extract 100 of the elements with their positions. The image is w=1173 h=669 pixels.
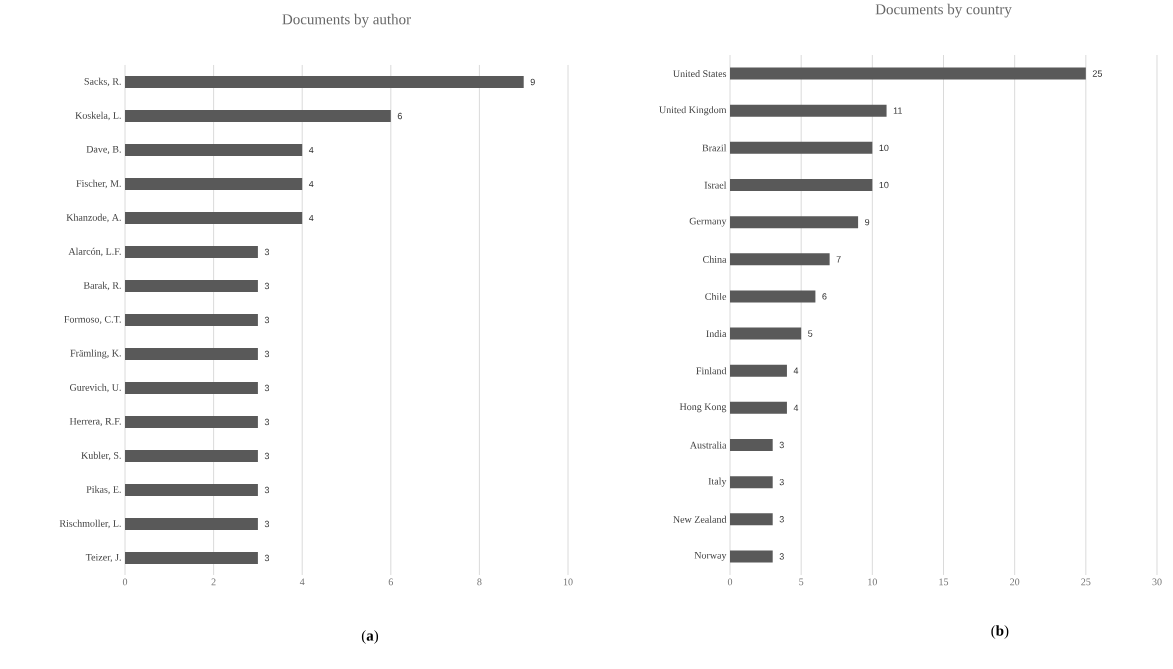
y-tick-label: China xyxy=(702,255,727,263)
y-tick-label: Barak, R. xyxy=(83,281,121,291)
data-label: 4 xyxy=(793,404,799,411)
bar xyxy=(730,179,873,191)
chart-title: Documents by country xyxy=(875,3,1012,18)
y-tick-label: Formoso, C.T. xyxy=(64,315,121,325)
bar xyxy=(125,382,258,394)
bar xyxy=(730,141,873,154)
bar xyxy=(125,517,258,530)
data-label: 10 xyxy=(879,144,889,152)
bar xyxy=(125,246,258,258)
y-tick-label: Khanzode, A. xyxy=(66,213,121,223)
y-tick-label: Chile xyxy=(705,292,727,300)
data-label: 3 xyxy=(779,553,784,560)
y-tick-label: Brazil xyxy=(702,144,727,152)
y-tick-label: Finland xyxy=(696,367,727,375)
bar xyxy=(125,415,258,428)
data-label: 10 xyxy=(879,181,889,189)
data-label: 3 xyxy=(779,441,784,449)
bar xyxy=(125,450,258,462)
y-tick-label: Främling, K. xyxy=(70,349,121,359)
x-tick-label: 4 xyxy=(299,578,305,586)
data-label: 3 xyxy=(264,554,270,562)
data-label: 3 xyxy=(264,384,270,392)
text: (b) xyxy=(991,625,1009,639)
data-label: 3 xyxy=(264,316,270,324)
y-tick-label: Australia xyxy=(689,441,727,449)
x-tick-label: 2 xyxy=(211,578,216,586)
data-label: 3 xyxy=(264,350,270,358)
data-label: 3 xyxy=(264,418,270,426)
y-tick-label: Italy xyxy=(708,477,727,487)
bar xyxy=(730,550,773,563)
bar xyxy=(125,76,524,88)
bar xyxy=(730,327,802,340)
bar xyxy=(730,253,830,266)
y-tick-label: India xyxy=(706,330,727,338)
y-tick-label: United Kingdom xyxy=(659,106,727,116)
bar xyxy=(730,67,1086,80)
x-tick-label: 8 xyxy=(477,578,482,586)
bar xyxy=(730,401,787,414)
bar xyxy=(730,104,887,117)
x-tick-label: 30 xyxy=(1152,578,1162,586)
bar xyxy=(125,212,303,224)
bar xyxy=(125,280,258,292)
bar xyxy=(125,144,303,156)
y-tick-label: Pikas, E. xyxy=(86,485,121,495)
data-label: 4 xyxy=(308,146,314,154)
data-label: 7 xyxy=(836,256,841,263)
data-label: 25 xyxy=(1092,70,1102,77)
y-tick-label: Israel xyxy=(704,181,727,189)
y-tick-label: Hong Kong xyxy=(679,403,727,413)
y-tick-label: Alarcón, L.F. xyxy=(68,247,121,257)
data-label: 3 xyxy=(264,452,270,460)
chart-title: Documents by author xyxy=(282,13,411,28)
x-tick-label: 0 xyxy=(122,578,128,586)
x-tick-label: 10 xyxy=(868,578,877,586)
data-label: 11 xyxy=(893,107,902,114)
bar xyxy=(125,313,258,326)
data-label: 3 xyxy=(779,516,784,523)
bar xyxy=(730,290,816,303)
bar xyxy=(125,178,303,190)
x-tick-label: 20 xyxy=(1010,578,1020,586)
data-label: 5 xyxy=(808,330,813,337)
bar xyxy=(125,551,258,564)
x-tick-label: 10 xyxy=(563,578,573,586)
data-label: 4 xyxy=(793,367,799,374)
data-label: 6 xyxy=(397,112,402,120)
y-tick-label: Koskela, L. xyxy=(75,111,121,121)
bar xyxy=(730,513,773,526)
y-tick-label: Gurevich, U. xyxy=(69,383,121,393)
bar xyxy=(125,483,258,496)
data-label: 9 xyxy=(865,218,870,226)
y-tick-label: Dave, B. xyxy=(86,145,121,155)
bar xyxy=(730,364,787,377)
y-tick-label: Herrera, R.F. xyxy=(69,417,121,427)
x-tick-label: 0 xyxy=(727,578,733,586)
data-label: 3 xyxy=(264,282,270,290)
bar xyxy=(730,438,773,451)
bar xyxy=(125,110,391,122)
bar xyxy=(125,348,258,360)
y-tick-label: Rischmoller, L. xyxy=(59,519,121,529)
x-tick-label: 6 xyxy=(388,578,394,586)
x-tick-label: 15 xyxy=(939,578,949,586)
y-tick-label: Norway xyxy=(694,552,727,561)
text: (a) xyxy=(361,630,379,644)
x-tick-label: 25 xyxy=(1081,578,1091,586)
data-label: 3 xyxy=(264,248,270,256)
data-label: 6 xyxy=(822,293,827,300)
x-tick-label: 5 xyxy=(799,578,804,586)
bar xyxy=(730,216,859,229)
data-label: 3 xyxy=(264,486,270,494)
y-tick-label: United States xyxy=(673,70,727,78)
data-label: 3 xyxy=(264,520,270,528)
y-tick-label: Teizer, J. xyxy=(85,553,121,563)
bar xyxy=(730,476,773,489)
data-label: 3 xyxy=(779,478,784,486)
data-label: 9 xyxy=(530,78,535,86)
data-label: 4 xyxy=(308,214,314,222)
y-tick-label: New Zealand xyxy=(673,515,727,523)
y-tick-label: Fischer, M. xyxy=(76,179,121,189)
